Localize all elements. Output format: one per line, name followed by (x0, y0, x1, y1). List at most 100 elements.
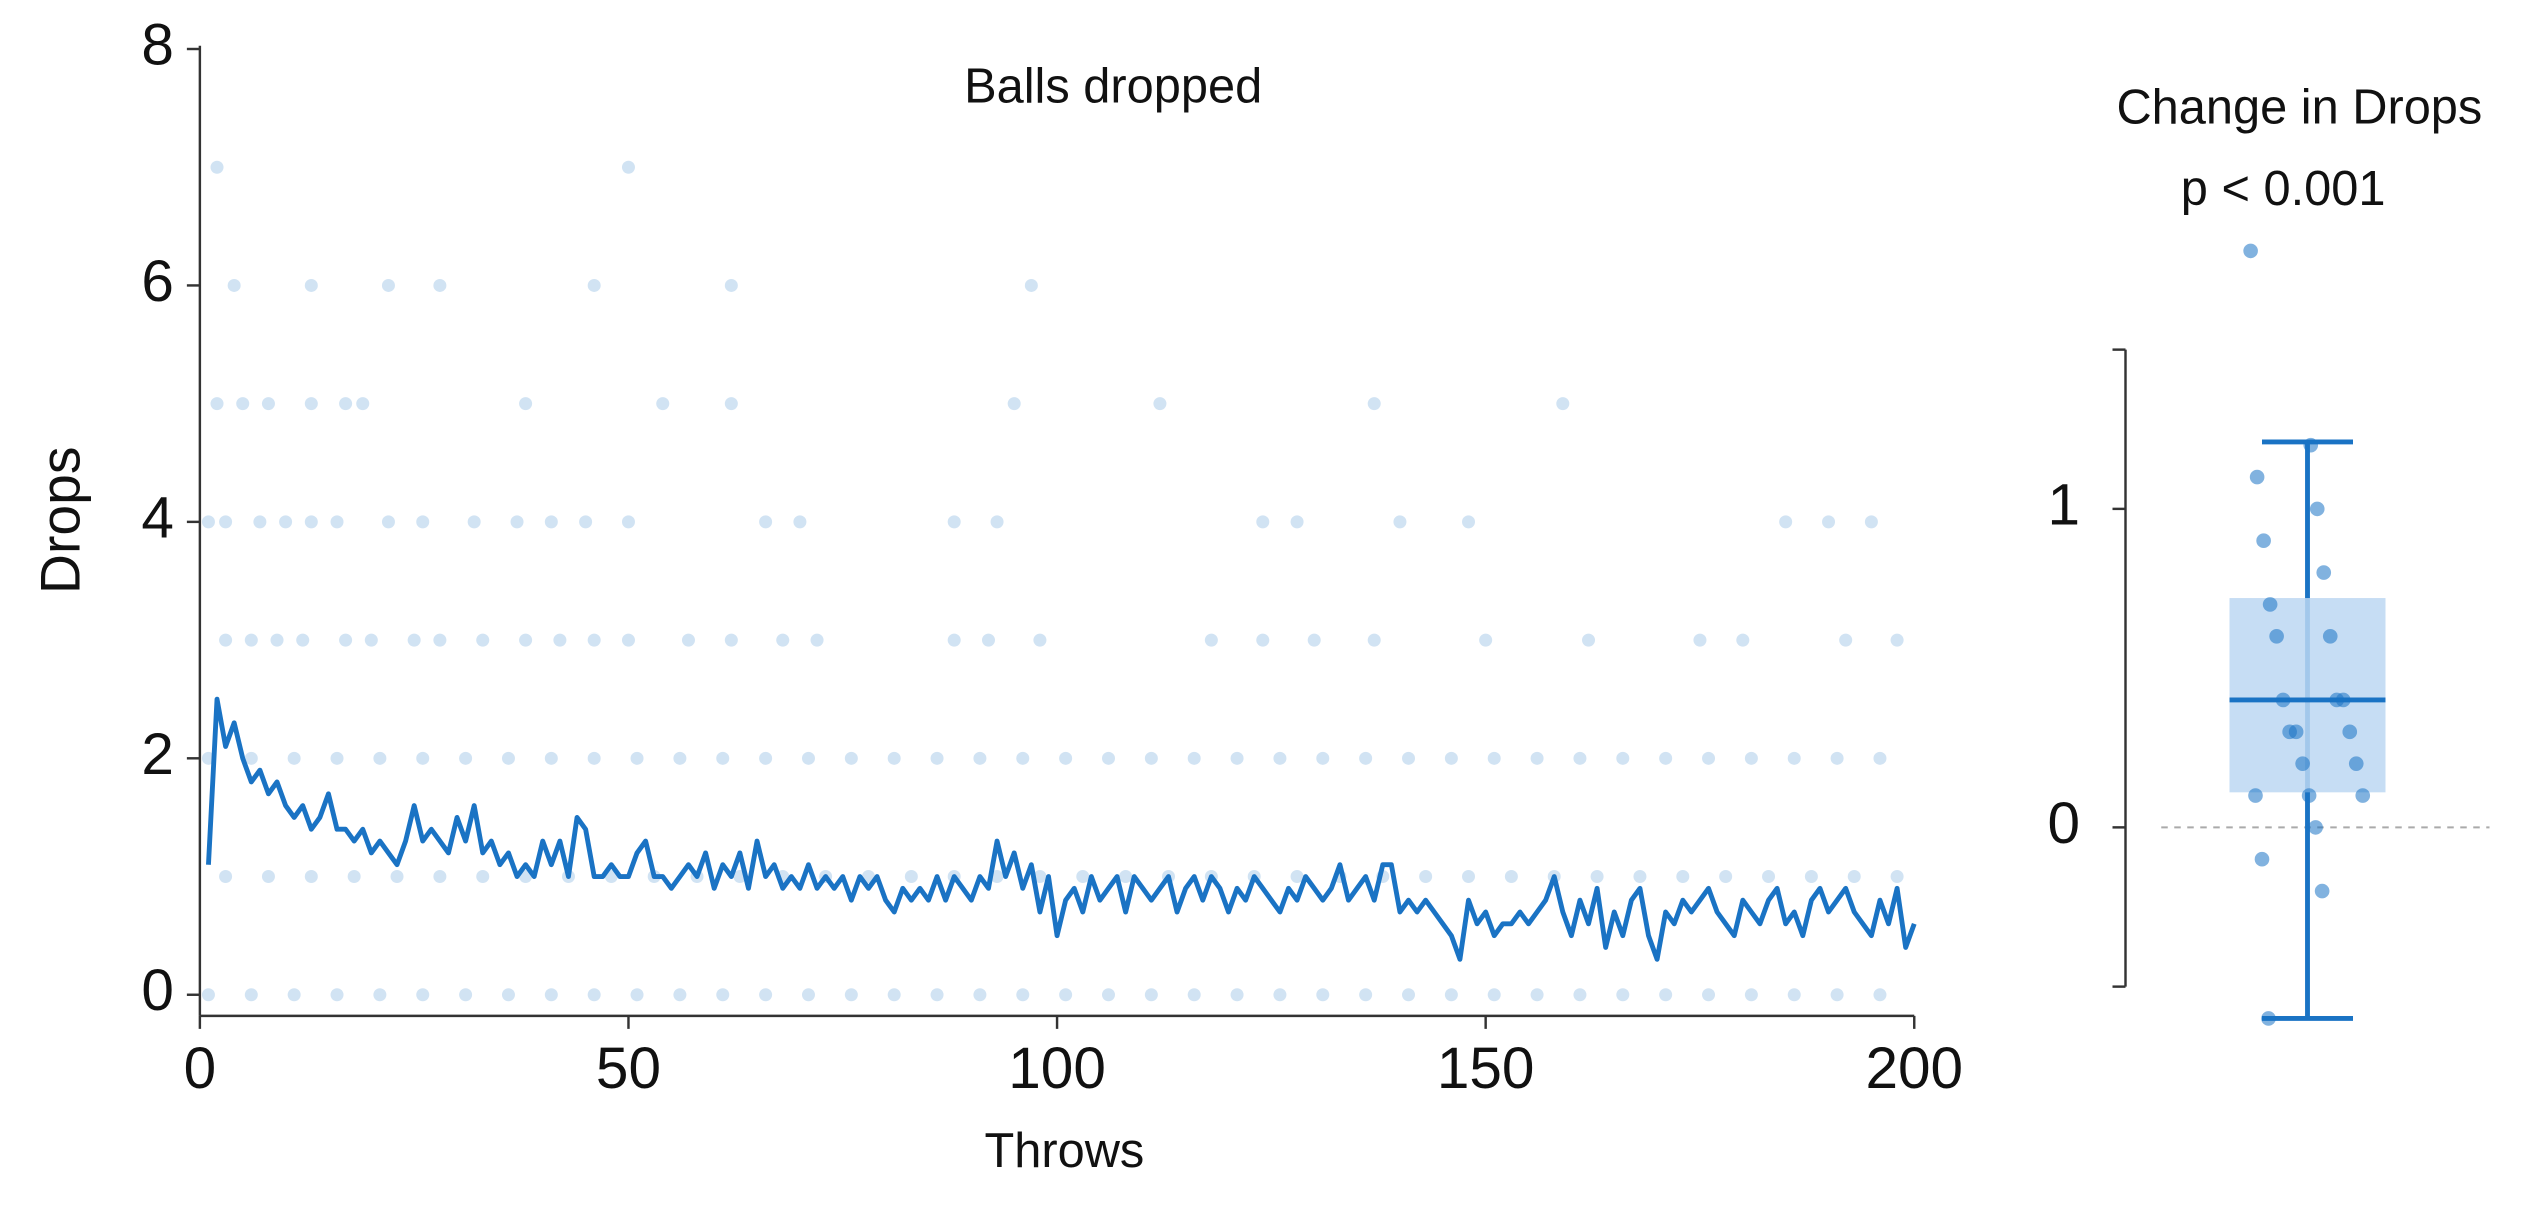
scatter-point (587, 278, 601, 292)
scatter-point (1762, 870, 1776, 884)
scatter-point (501, 751, 515, 765)
scatter-point (1307, 633, 1321, 647)
scatter-point (1530, 988, 1544, 1002)
scatter-point (1144, 988, 1158, 1002)
scatter-point (416, 515, 430, 529)
scatter-point (887, 988, 901, 1002)
scatter-point (501, 988, 515, 1002)
scatter-point (416, 751, 430, 765)
scatter-point (724, 397, 738, 411)
scatter-point (1256, 515, 1270, 529)
scatter-point (1504, 870, 1518, 884)
scatter-point (1101, 751, 1115, 765)
scatter-point (1822, 515, 1836, 529)
scatter-point (1693, 633, 1707, 647)
scatter-point (1530, 751, 1544, 765)
scatter-point (1479, 633, 1493, 647)
scatter-point (673, 751, 687, 765)
scatter-point (244, 751, 258, 765)
data-point (2254, 851, 2270, 867)
scatter-point (253, 515, 267, 529)
y-axis-label: Drops (30, 447, 92, 594)
scatter-point (1402, 751, 1416, 765)
y-tick-label: 1 (2047, 472, 2080, 537)
scatter-point (1007, 397, 1021, 411)
scatter-point (433, 870, 447, 884)
scatter-point (201, 515, 215, 529)
scatter-point (1273, 751, 1287, 765)
scatter-point (1616, 988, 1630, 1002)
scatter-point (1462, 515, 1476, 529)
scatter-point (1153, 397, 1167, 411)
scatter-point (930, 988, 944, 1002)
y-tick-label: 2 (141, 722, 174, 787)
scatter-point (356, 397, 370, 411)
scatter-point (261, 397, 275, 411)
data-point (2309, 501, 2325, 517)
scatter-point (1556, 397, 1570, 411)
scatter-point (1779, 515, 1793, 529)
scatter-point (219, 870, 233, 884)
right-title: Change in Drops (2116, 81, 2482, 135)
scatter-point (579, 515, 593, 529)
scatter-point (519, 633, 533, 647)
scatter-point (621, 633, 635, 647)
scatter-point (1702, 751, 1716, 765)
x-tick-label: 150 (1437, 1036, 1535, 1101)
scatter-point (810, 633, 824, 647)
data-point (2303, 437, 2319, 453)
scatter-point (467, 515, 481, 529)
scatter-point (587, 751, 601, 765)
data-point (2275, 692, 2291, 708)
scatter-point (373, 988, 387, 1002)
scatter-point (1059, 988, 1073, 1002)
scatter-point (287, 988, 301, 1002)
scatter-point (673, 988, 687, 1002)
data-point (2342, 724, 2358, 740)
x-tick-label: 0 (184, 1036, 217, 1101)
scatter-point (1847, 870, 1861, 884)
data-point (2335, 692, 2351, 708)
scatter-point (1119, 870, 1133, 884)
y-tick-label: 8 (141, 12, 174, 77)
scatter-point (1016, 988, 1030, 1002)
data-point (2322, 628, 2338, 644)
scatter-point (304, 397, 318, 411)
scatter-point (1582, 633, 1596, 647)
scatter-point (981, 633, 995, 647)
scatter-point (1393, 515, 1407, 529)
scatter-point (1444, 988, 1458, 1002)
scatter-point (1744, 988, 1758, 1002)
scatter-point (973, 751, 987, 765)
scatter-point (621, 160, 635, 174)
scatter-point (1573, 988, 1587, 1002)
scatter-point (339, 633, 353, 647)
data-point (2348, 756, 2364, 771)
scatter-point (930, 751, 944, 765)
scatter-point (1873, 751, 1887, 765)
scatter-point (330, 515, 344, 529)
x-tick-label: 50 (596, 1036, 661, 1101)
scatter-point (587, 633, 601, 647)
scatter-point (656, 397, 670, 411)
y-tick-label: 0 (141, 958, 174, 1023)
scatter-point (1101, 988, 1115, 1002)
scatter-point (519, 397, 533, 411)
x-tick-label: 100 (1008, 1036, 1106, 1101)
scatter-point (681, 633, 695, 647)
scatter-point (510, 515, 524, 529)
data-point (2249, 469, 2265, 485)
scatter-point (1487, 751, 1501, 765)
scatter-point (1187, 751, 1201, 765)
scatter-point (304, 278, 318, 292)
scatter-point (1230, 988, 1244, 1002)
scatter-point (1890, 870, 1904, 884)
scatter-point (1316, 988, 1330, 1002)
scatter-point (1144, 751, 1158, 765)
y-tick-label: 4 (141, 485, 174, 550)
scatter-point (1659, 751, 1673, 765)
scatter-point (1016, 751, 1030, 765)
scatter-point (1444, 751, 1458, 765)
scatter-point (1873, 988, 1887, 1002)
data-point (2243, 243, 2258, 259)
